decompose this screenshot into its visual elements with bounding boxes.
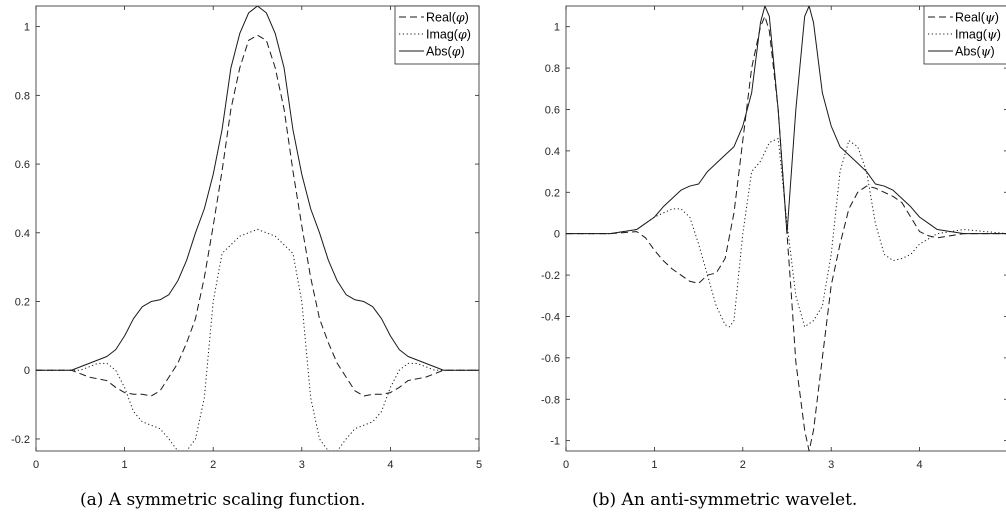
y-tick-label: -0.8 [541,394,560,406]
y-tick-label: 0.2 [15,297,30,309]
x-tick-label: 4 [387,459,393,471]
legend-label-real: Real(φ) [426,10,469,25]
x-tick-label: 0 [563,459,569,471]
y-tick-label: 0.8 [545,63,560,75]
x-tick-label: 2 [210,459,216,471]
chart-a: 0 1 2 3 4 5 -0.2 0 0.2 0.4 0.6 0.8 1 Real(φ) Imag(φ) Ab… [11,5,482,471]
y-tick-label: -0.6 [541,353,560,365]
x-tick-label: 3 [299,459,305,471]
legend-a: Real(φ) Imag(φ) Abs(φ) [394,5,480,65]
y-tick-label: -0.2 [11,434,30,446]
series-abs-line [566,6,1006,235]
legend-label-imag: Imag(ψ) [955,27,1001,42]
series-real-line [566,15,1006,451]
legend-label-abs: Abs(ψ) [955,44,995,59]
plot-area-b [565,5,1006,452]
y-tick-label: 0.2 [545,187,560,199]
y-tick-label: -0.2 [541,270,560,282]
y-tick-label: 0 [554,229,560,241]
x-tick-label: 5 [476,459,482,471]
y-tick-label: -0.4 [541,311,560,323]
x-tick-label: 0 [33,459,39,471]
legend-label-real: Real(ψ) [955,10,999,25]
series-real-line [36,34,479,397]
legend-label-imag: Imag(φ) [426,27,471,42]
y-tick-label: 1 [24,22,30,34]
series-abs-line [36,6,479,371]
plot-area-a [35,5,480,452]
series-imag-line [36,228,479,451]
caption-a: (a) A symmetric scaling function. [80,490,366,510]
x-tick-label: 2 [740,459,746,471]
x-tick-label: 1 [122,459,128,471]
x-tick-label: 1 [651,459,657,471]
y-tick-label: 0 [24,365,30,377]
y-tick-label: 0.4 [545,146,560,158]
caption-b: (b) An anti-symmetric wavelet. [592,490,858,510]
y-tick-label: 0.6 [15,159,30,171]
y-tick-label: 0.6 [545,104,560,116]
series-imag-line [566,137,1006,328]
y-tick-label: 0.4 [15,228,30,240]
x-tick-label: 4 [917,459,923,471]
x-tick-label: 3 [828,459,834,471]
legend-b: Real(ψ) Imag(ψ) Abs(ψ) [923,5,1006,65]
y-tick-label: 0.8 [15,90,30,102]
y-tick-label: -1 [550,436,560,448]
y-tick-label: 1 [554,22,560,34]
legend-label-abs: Abs(φ) [426,44,465,59]
chart-b: 0 1 2 3 4 -1 -0.8 -0.6 -0.4 -0.2 0 0.2 0.4 0.6 0.8 1 Rea… [541,5,1006,471]
